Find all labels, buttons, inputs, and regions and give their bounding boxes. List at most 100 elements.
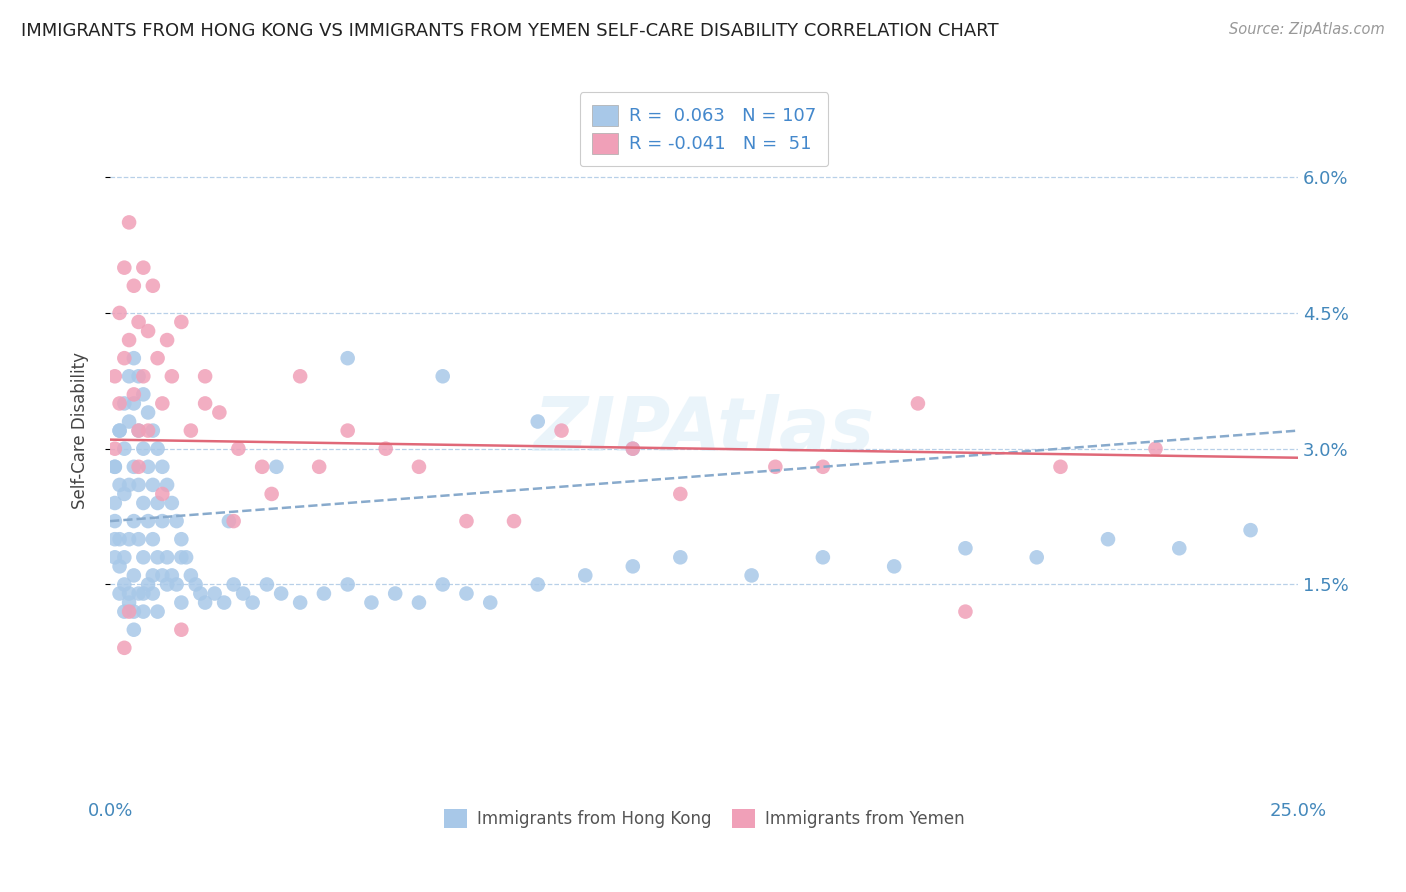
- Point: [242, 596, 264, 610]
- Point: [112, 396, 135, 410]
- Point: [194, 596, 217, 610]
- Point: [142, 568, 165, 582]
- Point: [222, 514, 245, 528]
- Point: [128, 459, 150, 474]
- Point: [160, 369, 183, 384]
- Point: [112, 550, 135, 565]
- Point: [408, 459, 430, 474]
- Point: [132, 369, 155, 384]
- Point: [907, 396, 929, 410]
- Point: [112, 487, 135, 501]
- Point: [104, 550, 127, 565]
- Point: [142, 532, 165, 546]
- Point: [136, 324, 159, 338]
- Point: [811, 459, 834, 474]
- Point: [288, 596, 311, 610]
- Point: [266, 459, 288, 474]
- Point: [104, 459, 127, 474]
- Point: [146, 442, 169, 456]
- Point: [669, 550, 692, 565]
- Point: [166, 514, 188, 528]
- Point: [479, 596, 502, 610]
- Point: [432, 577, 454, 591]
- Point: [180, 568, 202, 582]
- Point: [184, 577, 207, 591]
- Point: [190, 586, 212, 600]
- Point: [194, 369, 217, 384]
- Point: [228, 442, 250, 456]
- Point: [104, 496, 127, 510]
- Point: [132, 387, 155, 401]
- Point: [142, 424, 165, 438]
- Point: [1144, 442, 1167, 456]
- Point: [122, 623, 145, 637]
- Point: [336, 351, 359, 366]
- Point: [170, 623, 193, 637]
- Point: [336, 577, 359, 591]
- Point: [741, 568, 763, 582]
- Point: [160, 496, 183, 510]
- Point: [108, 424, 131, 438]
- Point: [132, 260, 155, 275]
- Point: [1025, 550, 1047, 565]
- Point: [170, 315, 193, 329]
- Point: [574, 568, 596, 582]
- Point: [122, 605, 145, 619]
- Point: [104, 459, 127, 474]
- Point: [132, 550, 155, 565]
- Point: [526, 577, 548, 591]
- Point: [142, 478, 165, 492]
- Point: [456, 586, 478, 600]
- Point: [503, 514, 526, 528]
- Point: [312, 586, 335, 600]
- Point: [256, 577, 278, 591]
- Point: [232, 586, 254, 600]
- Point: [174, 550, 197, 565]
- Text: Source: ZipAtlas.com: Source: ZipAtlas.com: [1229, 22, 1385, 37]
- Point: [104, 532, 127, 546]
- Point: [621, 442, 644, 456]
- Point: [170, 550, 193, 565]
- Point: [270, 586, 292, 600]
- Point: [146, 496, 169, 510]
- Point: [432, 369, 454, 384]
- Point: [811, 550, 834, 565]
- Point: [150, 487, 173, 501]
- Legend: Immigrants from Hong Kong, Immigrants from Yemen: Immigrants from Hong Kong, Immigrants fr…: [437, 803, 972, 835]
- Point: [1097, 532, 1119, 546]
- Point: [288, 369, 311, 384]
- Point: [132, 496, 155, 510]
- Point: [108, 396, 131, 410]
- Point: [118, 215, 141, 229]
- Point: [136, 514, 159, 528]
- Point: [146, 550, 169, 565]
- Point: [122, 459, 145, 474]
- Point: [104, 369, 127, 384]
- Point: [308, 459, 330, 474]
- Point: [122, 278, 145, 293]
- Point: [150, 459, 173, 474]
- Point: [222, 577, 245, 591]
- Point: [128, 532, 150, 546]
- Point: [108, 478, 131, 492]
- Point: [104, 442, 127, 456]
- Point: [550, 424, 572, 438]
- Point: [128, 424, 150, 438]
- Point: [118, 333, 141, 347]
- Point: [955, 605, 977, 619]
- Point: [132, 605, 155, 619]
- Point: [108, 306, 131, 320]
- Point: [150, 396, 173, 410]
- Point: [142, 278, 165, 293]
- Point: [118, 596, 141, 610]
- Point: [669, 487, 692, 501]
- Point: [336, 424, 359, 438]
- Y-axis label: Self-Care Disability: Self-Care Disability: [72, 352, 89, 509]
- Point: [526, 415, 548, 429]
- Text: ZIPAtlas: ZIPAtlas: [533, 394, 875, 467]
- Point: [955, 541, 977, 556]
- Point: [150, 514, 173, 528]
- Point: [122, 514, 145, 528]
- Point: [136, 424, 159, 438]
- Point: [128, 315, 150, 329]
